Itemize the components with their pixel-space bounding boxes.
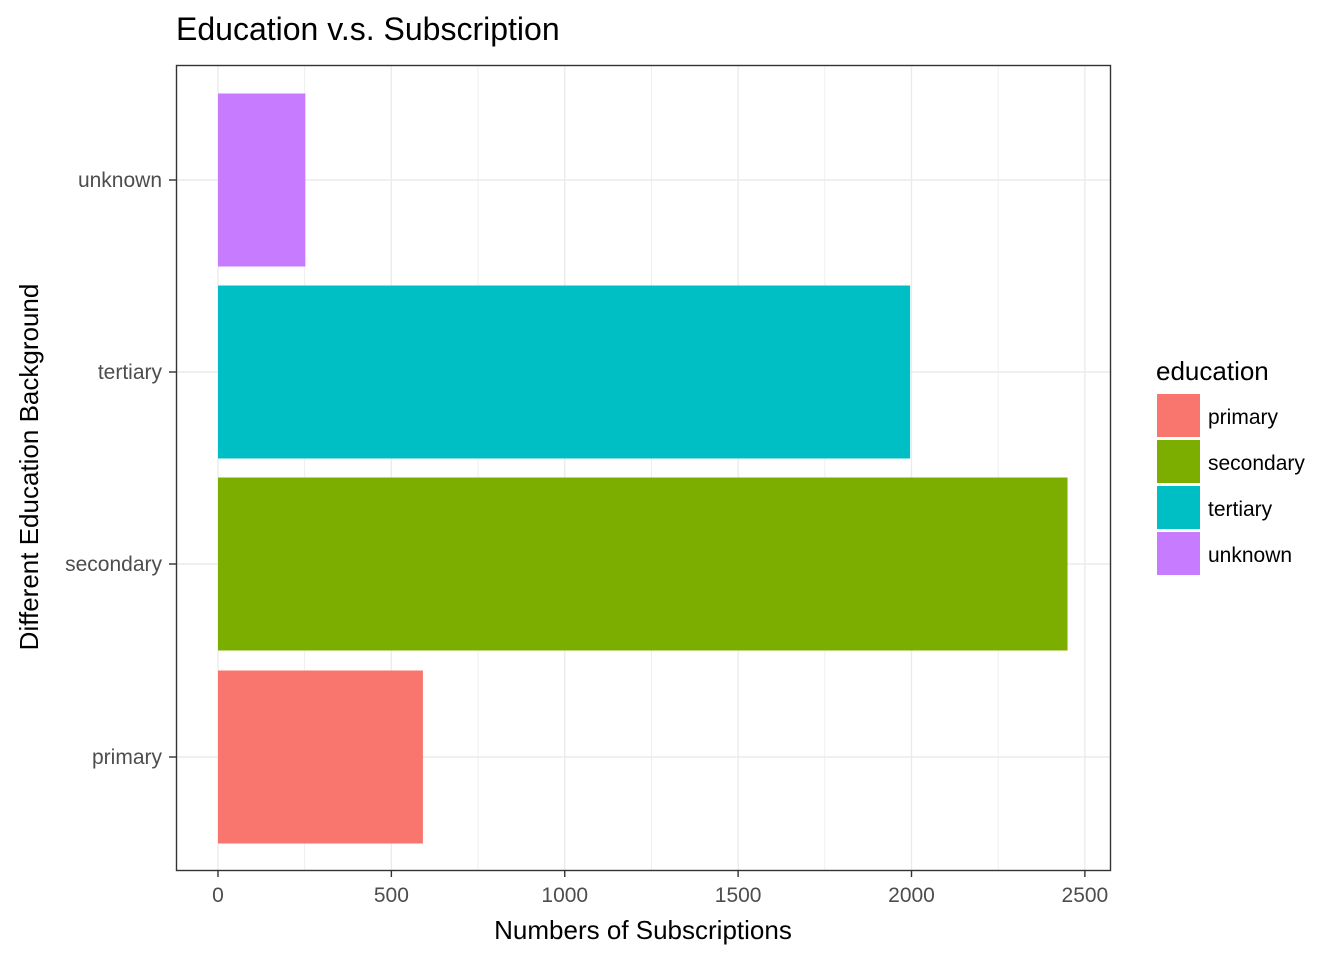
legend-label-primary: primary — [1208, 406, 1279, 429]
legend: primary secondary tertiary unknown — [1157, 394, 1305, 575]
legend-key-primary — [1157, 394, 1200, 437]
bars — [218, 93, 1068, 844]
axis-ticks: 0 500 1000 1500 2000 2500 primary secondary tert… — [65, 169, 1108, 907]
y-axis-title: Different Education Background — [14, 284, 44, 651]
legend-key-tertiary — [1157, 486, 1200, 529]
legend-title: education — [1156, 356, 1269, 386]
x-tick-label: 1000 — [541, 884, 588, 907]
legend-label-tertiary: tertiary — [1208, 498, 1273, 521]
legend-key-secondary — [1157, 440, 1200, 483]
y-tick-label: unknown — [78, 169, 162, 192]
x-axis-title: Numbers of Subscriptions — [494, 915, 792, 945]
y-tick-label: primary — [92, 746, 163, 769]
x-tick-label: 2500 — [1062, 884, 1109, 907]
legend-label-secondary: secondary — [1208, 452, 1305, 475]
bar-unknown — [218, 93, 306, 267]
panel-border — [175, 64, 1112, 872]
y-tick-label: secondary — [65, 553, 162, 576]
chart-title: Education v.s. Subscription — [176, 11, 560, 47]
bar-secondary — [218, 477, 1068, 651]
x-tick-label: 2000 — [888, 884, 935, 907]
bar-tertiary — [218, 285, 911, 459]
x-tick-label: 0 — [212, 884, 224, 907]
x-tick-label: 1500 — [715, 884, 762, 907]
legend-label-unknown: unknown — [1208, 544, 1292, 567]
bar-primary — [218, 670, 423, 844]
x-tick-label: 500 — [374, 884, 409, 907]
legend-key-unknown — [1157, 532, 1200, 575]
y-tick-label: tertiary — [98, 361, 163, 384]
